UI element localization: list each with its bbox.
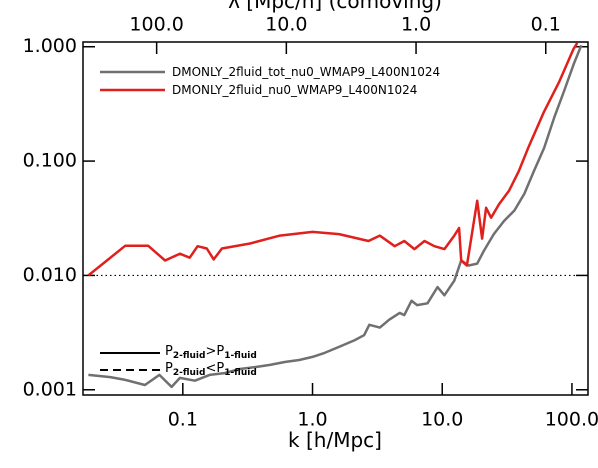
series-line [87, 42, 579, 277]
series-line [88, 44, 583, 389]
legend-label: DMONLY_2fluid_tot_nu0_WMAP9_L400N1024 [172, 65, 440, 79]
top-tick-label: 0.1 [531, 14, 561, 36]
subscript: 1-fluid [224, 368, 257, 378]
label-text: P [165, 361, 173, 376]
y-tick-label: 1.000 [23, 35, 77, 57]
plot-frame [82, 41, 589, 396]
y-tick-label: 0.001 [23, 378, 77, 400]
x-tick-label: 100.0 [545, 409, 598, 431]
style-legend-label: P2-fluid>P1-fluid [165, 344, 257, 361]
y-tick-label: 0.010 [23, 264, 77, 286]
top-tick-label: 1.0 [401, 14, 431, 36]
y-tick-label: 0.100 [23, 150, 77, 172]
subscript: 2-fluid [173, 368, 206, 378]
label-text: >P [205, 344, 224, 359]
style-legend-label: P2-fluid<P1-fluid [165, 361, 257, 378]
subscript: 2-fluid [173, 351, 206, 361]
top-tick-label: 10.0 [265, 14, 307, 36]
top-tick-label: 100.0 [129, 14, 183, 36]
legend-label: DMONLY_2fluid_nu0_WMAP9_L400N1024 [172, 83, 417, 97]
x-tick-label: 10.0 [421, 409, 463, 431]
label-text: P [165, 344, 173, 359]
x-tick-label: 1.0 [297, 409, 327, 431]
x-tick-label: 0.1 [168, 409, 198, 431]
subscript: 1-fluid [224, 351, 257, 361]
top-axis-label: λ [Mpc/h] (comoving) [228, 0, 442, 13]
x-axis-label: k [h/Mpc] [288, 428, 382, 452]
label-text: <P [205, 361, 224, 376]
